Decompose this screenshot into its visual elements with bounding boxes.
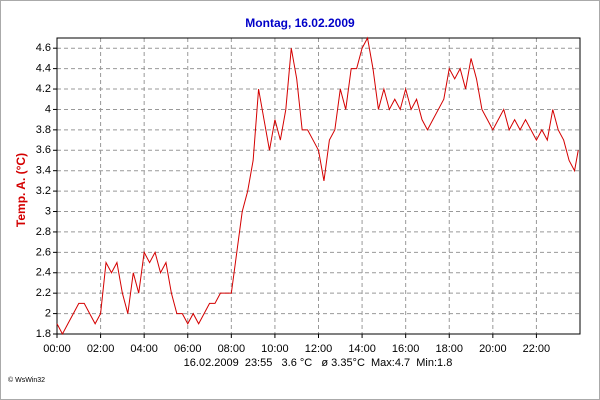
y-tick-label: 2.2 <box>36 287 51 299</box>
data-line <box>56 36 579 336</box>
credit: © WsWin32 <box>8 376 45 384</box>
y-tick-label: 4.6 <box>36 42 51 54</box>
x-tick-label: 08:00 <box>218 343 246 355</box>
y-tick-label: 4.2 <box>36 83 51 95</box>
x-tick-label: 18:00 <box>435 343 463 355</box>
chart-title: Montag, 16.02.2009 <box>245 16 355 30</box>
y-tick-label: 1.8 <box>36 328 51 340</box>
x-tick-label: 00:00 <box>43 343 71 355</box>
y-tick-label: 2 <box>45 307 51 319</box>
y-tick-label: 3.2 <box>36 185 51 197</box>
y-tick-label: 4.4 <box>36 63 51 75</box>
x-tick-label: 04:00 <box>130 343 158 355</box>
y-tick-label: 3 <box>45 205 51 217</box>
x-tick-label: 20:00 <box>479 343 507 355</box>
x-tick-label: 22:00 <box>523 343 551 355</box>
y-tick-label: 4 <box>45 103 51 115</box>
plot-border <box>56 37 581 335</box>
x-tick-label: 12:00 <box>305 343 333 355</box>
x-tick-label: 06:00 <box>174 343 202 355</box>
x-tick-label: 14:00 <box>348 343 376 355</box>
y-axis-label: Temp. A. (°C) <box>14 153 28 227</box>
y-tick-label: 3.4 <box>36 165 51 177</box>
y-tick-label: 3.6 <box>36 144 51 156</box>
y-tick-label: 2.6 <box>36 246 51 258</box>
y-tick-label: 2.8 <box>36 226 51 238</box>
x-tick-label: 16:00 <box>392 343 420 355</box>
y-tick-label: 2.4 <box>36 267 51 279</box>
y-tick-label: 3.8 <box>36 124 51 136</box>
x-tick-label: 02:00 <box>87 343 115 355</box>
x-tick-label: 10:00 <box>261 343 289 355</box>
footer: 16.02.2009 23:55 3.6 °C ø 3.35°C Max:4.7… <box>184 357 453 369</box>
